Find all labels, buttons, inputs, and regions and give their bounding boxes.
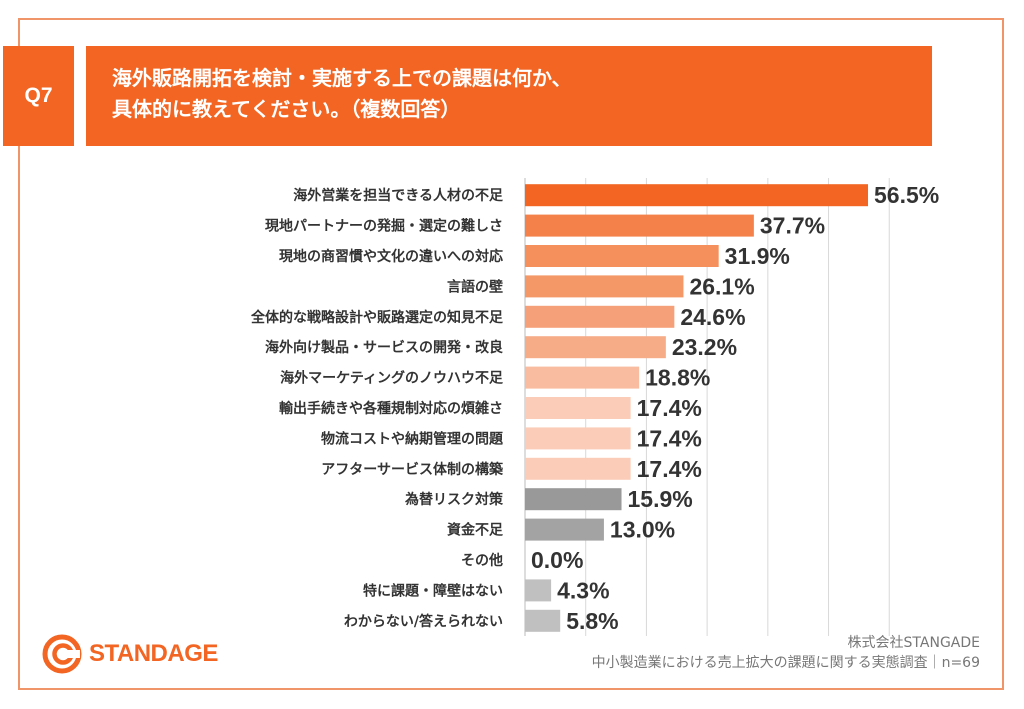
value-label: 26.1% [689, 273, 754, 299]
logo-text: STANDAGE [89, 640, 218, 667]
bar [525, 366, 640, 389]
question-badge: Q7 [3, 46, 74, 146]
category-label: 現地の商習慣や文化の違いへの対応 [279, 248, 503, 265]
value-label: 17.4% [637, 425, 702, 451]
bar [525, 336, 666, 359]
bar [525, 305, 675, 328]
category-label: 資金不足 [447, 522, 504, 539]
credit-survey: 中小製造業における売上拡大の課題に関する実態調査｜n=69 [591, 655, 980, 671]
bar [525, 609, 561, 632]
question-banner: 海外販路開拓を検討・実施する上での課題は何か、 具体的に教えてください。（複数回… [86, 46, 932, 146]
category-label: 海外向け製品・サービスの開発・改良 [265, 339, 503, 356]
bar [525, 214, 754, 237]
value-label: 37.7% [760, 213, 825, 239]
source-credit: 株式会社STANGADE 中小製造業における売上拡大の課題に関する実態調査｜n=… [592, 633, 980, 673]
value-label: 17.4% [637, 456, 702, 482]
bar [525, 184, 868, 207]
logo-mark-icon [42, 634, 82, 674]
value-label: 0.0% [531, 547, 583, 573]
value-label: 23.2% [672, 334, 737, 360]
category-label: その他 [461, 552, 503, 569]
bar [525, 397, 631, 419]
question-title-line2: 具体的に教えてください。（複数回答） [112, 97, 461, 121]
category-label: 特に課題・障壁はない [363, 582, 503, 599]
bar [525, 457, 631, 480]
value-label: 15.9% [628, 486, 693, 512]
category-label: 現地パートナーの発掘・選定の難しさ [265, 218, 503, 235]
value-label: 4.3% [557, 577, 609, 603]
bar [525, 427, 631, 450]
outer-frame [18, 18, 1004, 690]
bar [525, 245, 719, 267]
value-label: 17.4% [637, 395, 702, 421]
category-label: 輸出手続きや各種規制対応の煩雑さ [279, 400, 503, 417]
value-label: 24.6% [680, 304, 745, 330]
bar [525, 275, 684, 298]
standage-logo: STANDAGE [42, 634, 218, 674]
category-label: 為替リスク対策 [404, 491, 504, 508]
credit-company: 株式会社STANGADE [847, 635, 980, 651]
bar [525, 488, 622, 511]
value-label: 13.0% [610, 517, 675, 543]
category-label: 言語の壁 [447, 278, 503, 295]
category-label: アフターサービス体制の構築 [321, 461, 504, 478]
value-label: 18.8% [645, 365, 710, 391]
category-label: わからない/答えられない [344, 613, 503, 630]
value-label: 56.5% [874, 182, 939, 208]
value-label: 5.8% [566, 608, 618, 634]
category-label: 物流コストや納期管理の問題 [321, 430, 504, 447]
category-label: 全体的な戦略設計や販路選定の知見不足 [250, 309, 504, 326]
category-label: 海外マーケティングのノウハウ不足 [280, 370, 504, 387]
question-title-line1: 海外販路開拓を検討・実施する上での課題は何か、 [112, 66, 572, 90]
category-label: 海外営業を担当できる人材の不足 [293, 187, 504, 204]
bar [525, 518, 604, 541]
value-label: 31.9% [725, 243, 790, 269]
bar [525, 579, 552, 602]
